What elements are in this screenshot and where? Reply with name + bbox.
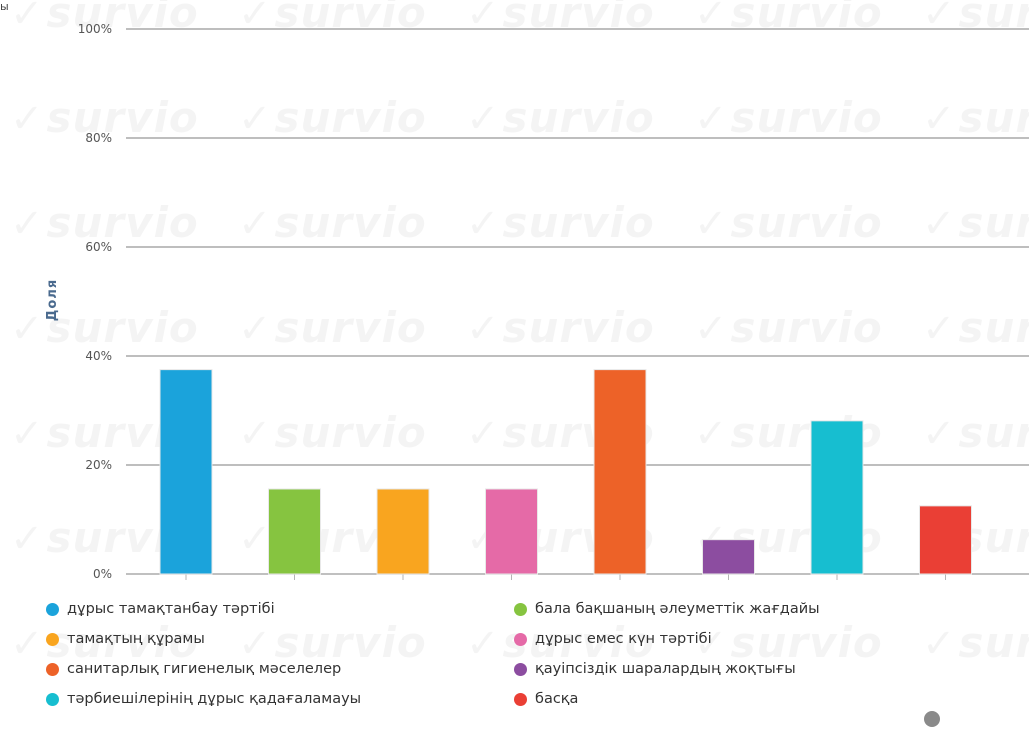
bar[interactable]	[485, 488, 538, 575]
legend-color-dot	[46, 692, 59, 706]
y-tick-label: 0%	[93, 567, 112, 581]
legend-item[interactable]: бала бақшаның әлеуметтік жағдайы	[514, 597, 982, 621]
page-indicator-dot[interactable]	[924, 711, 940, 727]
legend-label: басқа	[535, 691, 579, 707]
legend-label: дұрыс тамақтанбау тәртібі	[67, 601, 275, 617]
bar[interactable]	[159, 369, 213, 575]
y-tick-labels: 0% 20% 40% 60% 80% 100%	[78, 22, 112, 581]
legend-label: санитарлық гигиенелық мәселелер	[67, 661, 342, 677]
corner-text-fragment: ы	[0, 0, 9, 13]
bar[interactable]	[268, 488, 321, 575]
chart-legend: дұрыс тамақтанбау тәртібі бала бақшаның ә…	[46, 597, 1006, 711]
gridlines	[126, 28, 1029, 575]
legend-color-dot	[46, 662, 59, 676]
bars	[159, 369, 972, 575]
y-tick-label: 60%	[85, 240, 112, 254]
legend-color-dot	[514, 662, 527, 676]
bar[interactable]	[593, 369, 647, 575]
bar[interactable]	[810, 420, 864, 575]
legend-color-dot	[514, 692, 527, 706]
legend-color-dot	[514, 602, 527, 616]
y-tick-label: 40%	[85, 349, 112, 363]
legend-item[interactable]: дұрыс тамақтанбау тәртібі	[46, 597, 514, 621]
legend-item[interactable]: тамақтың құрамы	[46, 627, 514, 651]
watermark-check-icon: ✓	[10, 621, 45, 667]
legend-item[interactable]: дұрыс емес күн тәртібі	[514, 627, 982, 651]
x-tick-marks	[185, 574, 946, 580]
legend-item[interactable]: тәрбиешілерінің дұрыс қадағаламауы	[46, 687, 514, 711]
bar[interactable]	[702, 539, 755, 575]
legend-label: дұрыс емес күн тәртібі	[535, 631, 712, 647]
legend-label: тамақтың құрамы	[67, 631, 205, 647]
y-tick-label: 20%	[85, 458, 112, 472]
legend-item[interactable]: санитарлық гигиенелық мәселелер	[46, 657, 514, 681]
legend-item[interactable]: қауіпсіздік шаралардың жоқтығы	[514, 657, 982, 681]
bar[interactable]	[376, 488, 430, 575]
bar[interactable]	[919, 505, 972, 575]
legend-color-dot	[46, 602, 59, 616]
legend-label: тәрбиешілерінің дұрыс қадағаламауы	[67, 691, 362, 707]
legend-color-dot	[514, 632, 527, 646]
y-tick-label: 80%	[85, 131, 112, 145]
y-tick-label: 100%	[78, 22, 112, 36]
legend-label: бала бақшаның әлеуметтік жағдайы	[535, 601, 820, 617]
legend-item[interactable]: басқа	[514, 687, 982, 711]
bar-chart: 0% 20% 40% 60% 80% 100% Доля	[45, 22, 1029, 581]
legend-label: қауіпсіздік шаралардың жоқтығы	[535, 661, 796, 677]
y-axis-label: Доля	[45, 279, 60, 321]
legend-color-dot	[46, 632, 59, 646]
